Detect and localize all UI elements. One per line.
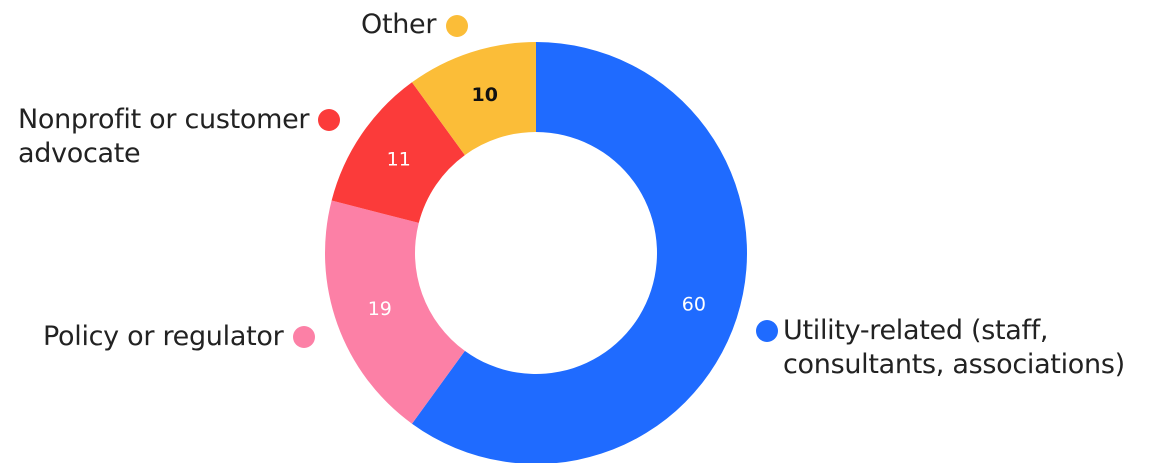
legend-label-nonprofit-or-customer-advocate: Nonprofit or customer advocate: [18, 104, 310, 169]
legend-dot-nonprofit-or-customer-advocate: [318, 109, 341, 131]
legend-item-policy-or-regulator: Policy or regulator: [43, 320, 316, 354]
slice-label-policy-or-regulator: 19: [368, 298, 392, 320]
slice-nonprofit-or-customer-advocate: [331, 82, 465, 223]
legend-item-other: Other: [361, 8, 469, 42]
legend-label-other: Other: [361, 9, 437, 40]
legend-dot-policy-or-regulator: [293, 326, 316, 348]
slice-policy-or-regulator: [325, 200, 465, 424]
legend-dot-other: [446, 15, 469, 37]
slice-label-utility-related: 60: [682, 293, 706, 315]
legend-label-utility-related: Utility-related (staff, consultants, ass…: [783, 315, 1125, 380]
slice-other: [411, 42, 536, 156]
legend-item-utility-related: Utility-related (staff, consultants, ass…: [756, 314, 1125, 382]
legend-label-policy-or-regulator: Policy or regulator: [43, 321, 284, 352]
slice-utility-related: [411, 42, 747, 463]
slice-label-other: 10: [471, 84, 497, 106]
slice-label-nonprofit-or-customer-advocate: 11: [387, 149, 411, 171]
legend-dot-utility-related: [756, 320, 778, 342]
legend-item-nonprofit-or-customer-advocate: Nonprofit or customer advocate: [18, 103, 341, 171]
